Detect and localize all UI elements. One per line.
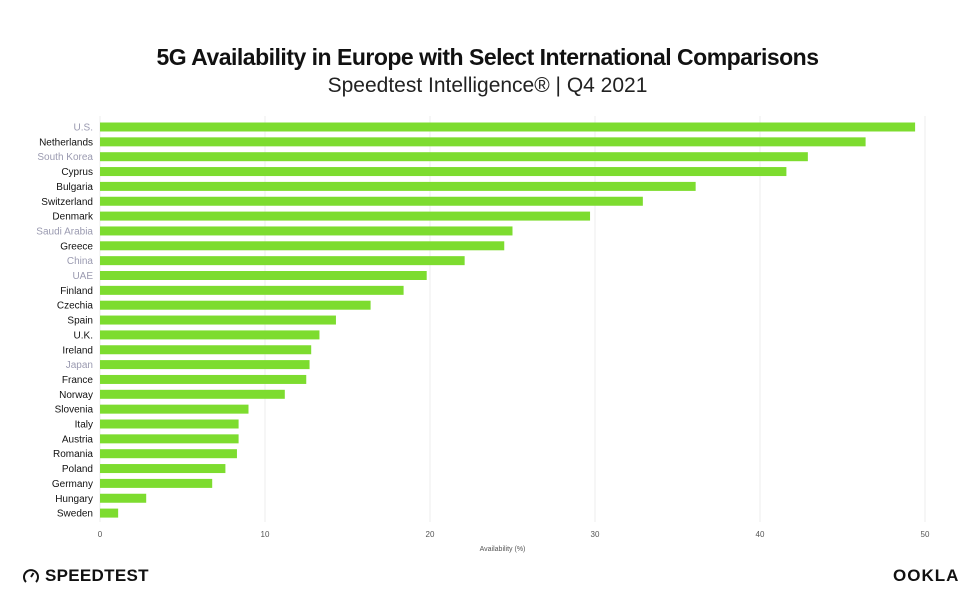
x-tick-label: 20 — [426, 530, 435, 539]
bar — [100, 300, 371, 310]
category-label: Hungary — [55, 494, 93, 505]
chart-subtitle: Speedtest Intelligence® | Q4 2021 — [327, 74, 648, 97]
bar — [100, 449, 237, 459]
x-axis-label: Availability (%) — [480, 546, 526, 553]
bar — [100, 241, 505, 251]
category-label: U.S. — [74, 123, 93, 134]
bar — [100, 419, 239, 429]
bar — [100, 478, 213, 488]
bar — [100, 464, 226, 474]
bar — [100, 256, 465, 266]
category-label: Switzerland — [41, 197, 93, 208]
speedtest-logo-text: SPEEDTEST — [45, 566, 149, 585]
x-tick-label: 30 — [591, 530, 600, 539]
category-label: Netherlands — [39, 137, 93, 148]
category-label: Ireland — [62, 345, 93, 356]
x-tick-label: 50 — [921, 530, 930, 539]
category-label: Japan — [66, 360, 93, 371]
category-label: Cyprus — [61, 167, 93, 178]
category-label: Greece — [60, 241, 93, 252]
gauge-icon — [23, 569, 39, 583]
bar — [100, 508, 119, 518]
category-label: Bulgaria — [56, 182, 93, 193]
category-label: China — [67, 256, 94, 267]
bar — [100, 434, 239, 444]
bar — [100, 360, 310, 370]
bar — [100, 330, 320, 340]
bar — [100, 493, 147, 503]
bar — [100, 389, 285, 399]
category-label: UAE — [72, 271, 93, 282]
category-label: U.K. — [74, 330, 93, 341]
category-label: Italy — [75, 420, 93, 431]
category-label: Denmark — [52, 212, 94, 223]
bar — [100, 137, 866, 147]
category-label: Sweden — [57, 509, 93, 520]
category-label: Spain — [67, 316, 93, 327]
bar — [100, 196, 643, 206]
category-label: Slovenia — [55, 405, 94, 416]
x-tick-label: 10 — [261, 530, 270, 539]
category-label: South Korea — [37, 152, 93, 163]
bar — [100, 285, 404, 295]
bar — [100, 211, 591, 221]
ookla-logo: OOKLA — [893, 566, 960, 585]
bar — [100, 404, 249, 414]
category-label: Germany — [52, 479, 93, 490]
category-label: Finland — [60, 286, 93, 297]
category-label: Austria — [62, 434, 94, 445]
category-label: France — [62, 375, 94, 386]
x-tick-label: 40 — [756, 530, 765, 539]
bar — [100, 315, 336, 325]
category-label: Saudi Arabia — [36, 226, 93, 237]
bar — [100, 152, 808, 162]
bar — [100, 271, 427, 280]
bar — [100, 345, 312, 355]
speedtest-logo: SPEEDTEST — [22, 566, 149, 586]
bar — [100, 181, 696, 191]
category-label: Norway — [59, 390, 93, 401]
chart-title: 5G Availability in Europe with Select In… — [156, 44, 819, 70]
bar — [100, 167, 787, 177]
category-label: Czechia — [57, 301, 94, 312]
bar — [100, 122, 916, 132]
bar — [100, 374, 307, 384]
category-label: Poland — [62, 464, 93, 475]
x-tick-label: 0 — [98, 530, 103, 539]
bar — [100, 226, 513, 236]
category-label: Romania — [53, 449, 93, 460]
